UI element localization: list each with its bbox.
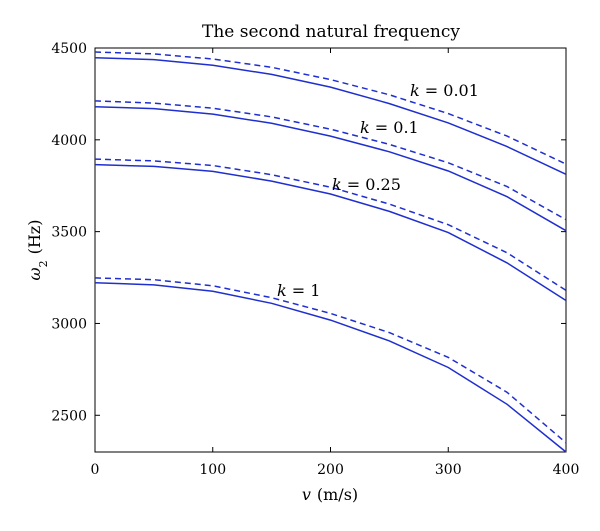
x-tick-label: 400 bbox=[553, 462, 580, 478]
curve-annotation: k = 0.1 bbox=[360, 118, 419, 137]
y-axis-label: ω2 (Hz) bbox=[25, 220, 50, 281]
curve-annotation: k = 0.01 bbox=[410, 81, 479, 100]
x-tick-label: 200 bbox=[317, 462, 344, 478]
series-line-solid bbox=[94, 281, 567, 453]
curve-annotation: k = 0.25 bbox=[332, 175, 401, 194]
series-line-solid bbox=[94, 56, 567, 175]
series-line-dashed bbox=[94, 277, 567, 444]
x-axis-var: v bbox=[302, 485, 311, 504]
series-line-solid bbox=[94, 163, 567, 302]
chart-title: The second natural frequency bbox=[202, 22, 460, 42]
y-axis-var: ω bbox=[25, 267, 44, 280]
x-tick-label: 0 bbox=[91, 462, 100, 478]
x-tick-label: 300 bbox=[435, 462, 462, 478]
y-tick-label: 4500 bbox=[51, 41, 87, 57]
x-axis-unit: (m/s) bbox=[317, 485, 358, 504]
x-axis-label: v (m/s) bbox=[302, 485, 358, 504]
plot-border bbox=[94, 47, 567, 453]
x-axis: 0 100 200 300 400 bbox=[91, 48, 580, 478]
y-tick-label: 2500 bbox=[51, 408, 87, 424]
plot-frame bbox=[94, 47, 567, 453]
series-line-dashed bbox=[94, 100, 567, 221]
x-tick-label: 100 bbox=[199, 462, 226, 478]
series-line-dashed bbox=[94, 51, 567, 165]
y-tick-label: 4000 bbox=[51, 133, 87, 149]
curve-annotation: k = 1 bbox=[277, 281, 320, 300]
y-tick-label: 3500 bbox=[51, 225, 87, 241]
y-tick-label: 3000 bbox=[51, 316, 87, 332]
y-axis-unit: (Hz) bbox=[25, 220, 44, 255]
series-line-solid bbox=[94, 106, 567, 232]
y-axis: 2500 3000 3500 4000 4500 bbox=[51, 41, 566, 424]
annotation-layer: k = 0.01 k = 0.1 k = 0.25 k = 1 bbox=[277, 81, 479, 300]
series-line-dashed bbox=[94, 158, 567, 292]
series-layer bbox=[94, 51, 567, 453]
y-axis-subscript: 2 bbox=[37, 260, 50, 267]
